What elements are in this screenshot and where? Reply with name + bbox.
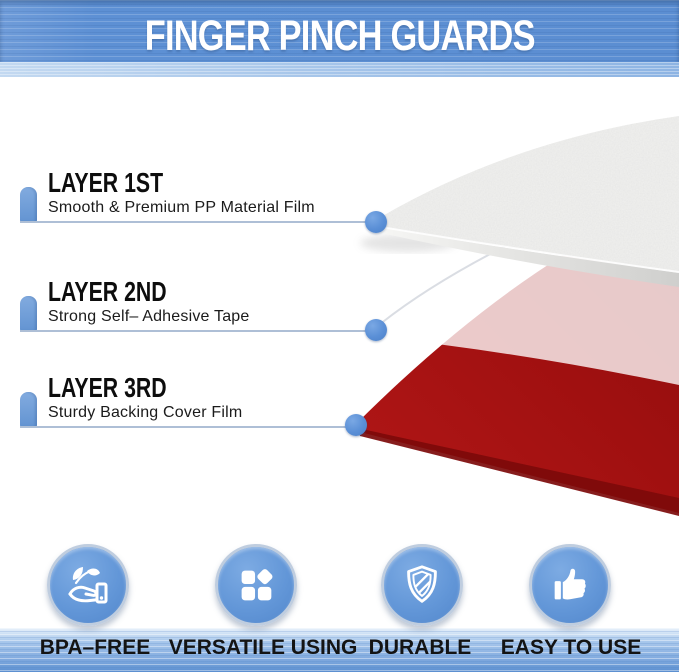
layer-1-tab [20, 187, 37, 222]
layer-1-title: LAYER 1ST [48, 167, 164, 198]
four-squares-icon [233, 562, 279, 608]
thumbs-up-icon [547, 562, 593, 608]
bottom-strip [0, 628, 679, 672]
layer-3-leader-line [20, 426, 356, 428]
layer-1-subtitle: Smooth & Premium PP Material Film [48, 199, 315, 216]
feature-label-bpa-free: BPA–FREE [39, 636, 151, 659]
shield-icon [399, 562, 445, 608]
layer-3-tab [20, 392, 37, 427]
layer-1-leader-line [20, 221, 376, 223]
feature-circle-bpa-free [47, 544, 129, 626]
feature-label-versatile: VERSATILE USING [168, 636, 358, 659]
layer-2-leader-line [20, 330, 376, 332]
layer-2-dot [365, 319, 387, 341]
banner-stripe [0, 62, 679, 77]
feature-circle-durable [381, 544, 463, 626]
layer-2-title: LAYER 2ND [48, 276, 167, 307]
layer-2-tab [20, 296, 37, 331]
feature-label-easy-use: EASY TO USE [500, 636, 642, 659]
layer-3-dot [345, 414, 367, 436]
eco-hand-icon [64, 561, 112, 609]
layer-3-subtitle: Sturdy Backing Cover Film [48, 404, 243, 421]
feature-circle-versatile [215, 544, 297, 626]
banner: FINGER PINCH GUARDS [0, 0, 679, 77]
layer-1-dot [365, 211, 387, 233]
layer-2-subtitle: Strong Self– Adhesive Tape [48, 308, 250, 325]
sheet-pp-film [374, 116, 679, 287]
page-title: FINGER PINCH GUARDS [144, 11, 536, 60]
feature-label-durable: DURABLE [368, 636, 472, 659]
feature-circle-easy-use [529, 544, 611, 626]
layer-3-title: LAYER 3RD [48, 372, 167, 403]
